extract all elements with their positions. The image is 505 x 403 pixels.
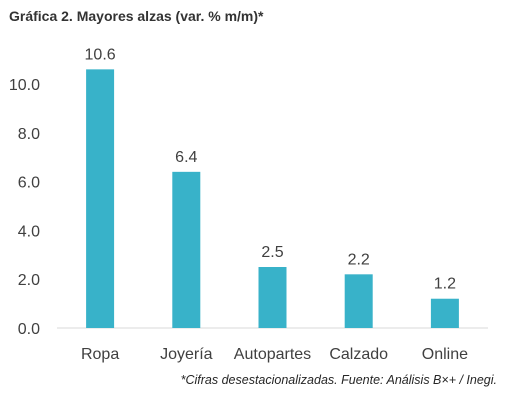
chart-title: Gráfica 2. Mayores alzas (var. % m/m)*: [9, 8, 264, 24]
y-tick-label: 8.0: [18, 126, 40, 143]
bar: [172, 171, 201, 328]
bar: [258, 267, 287, 328]
y-tick-label: 0.0: [18, 321, 40, 338]
data-label: 2.2: [348, 251, 370, 268]
data-label: 2.5: [261, 244, 283, 261]
bar: [430, 298, 459, 328]
y-tick-label: 4.0: [18, 223, 40, 240]
bar: [86, 69, 115, 329]
data-label: 6.4: [175, 149, 197, 166]
x-tick-label: Ropa: [81, 346, 119, 363]
x-tick-label: Joyería: [160, 346, 213, 363]
bar: [344, 274, 373, 328]
data-label: 1.2: [434, 276, 456, 293]
x-tick-label: Online: [422, 346, 468, 363]
y-tick-label: 10.0: [9, 77, 40, 94]
chart-footnote: *Cifras desestacionalizadas. Fuente: Aná…: [180, 373, 497, 387]
y-tick-label: 6.0: [18, 175, 40, 192]
x-tick-label: Autopartes: [234, 346, 311, 363]
data-label: 10.6: [85, 46, 116, 63]
y-tick-label: 2.0: [18, 272, 40, 289]
x-tick-label: Calzado: [329, 346, 388, 363]
